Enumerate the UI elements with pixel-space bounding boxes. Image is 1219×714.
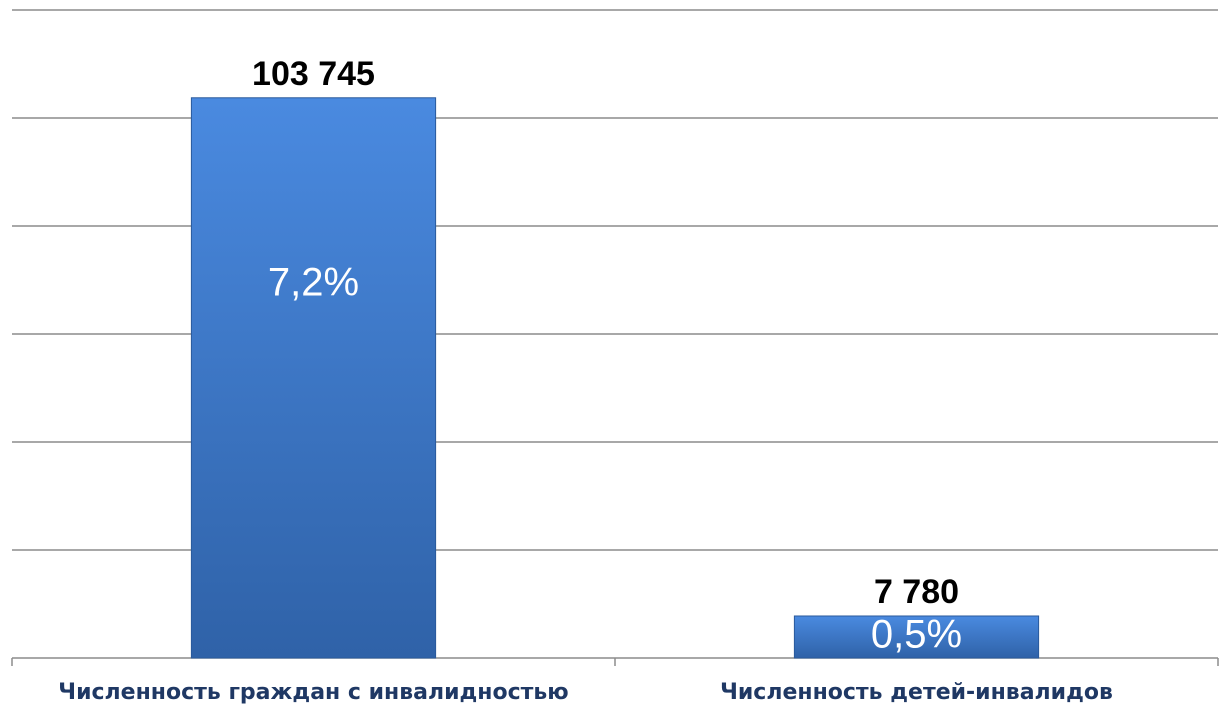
x-tick-label: Численность детей-инвалидов <box>720 680 1113 705</box>
bar <box>793 615 1040 659</box>
share-label: 0,5% <box>871 613 962 657</box>
value-label: 103 745 <box>252 55 375 93</box>
bar <box>190 97 437 659</box>
share-label: 7,2% <box>268 260 359 304</box>
x-tick-label: Численность граждан с инвалидностью <box>58 680 568 705</box>
value-label: 7 780 <box>874 573 959 611</box>
